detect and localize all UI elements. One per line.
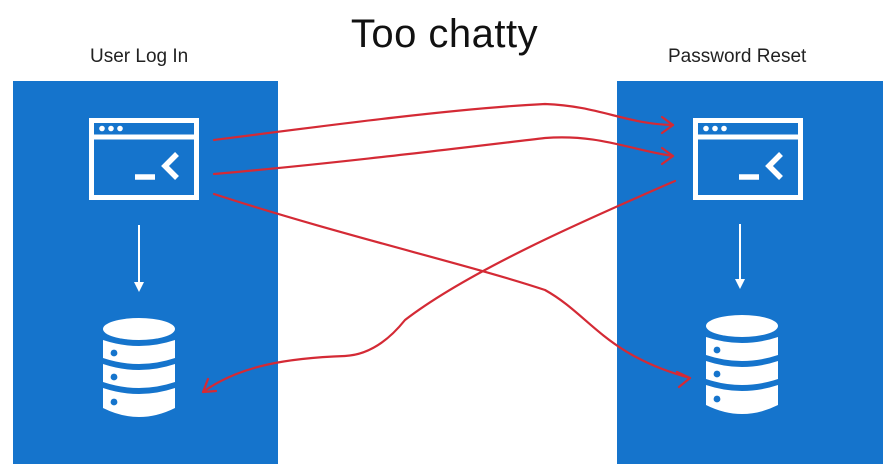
service-label-user-log-in: User Log In: [90, 46, 189, 67]
flow-arrow-login-to-reset-app-2: [212, 136, 675, 176]
diagram-title: Too chatty: [350, 12, 539, 56]
flow-arrow-login-to-reset-db: [212, 192, 692, 380]
flow-arrow-reset-app-to-login-db: [201, 179, 677, 394]
flow-arrow-login-to-reset-app: [212, 102, 675, 142]
service-label-password-reset: Password Reset: [668, 46, 807, 67]
service-box-user-log-in: [13, 81, 278, 464]
service-box-password-reset: [617, 81, 883, 464]
